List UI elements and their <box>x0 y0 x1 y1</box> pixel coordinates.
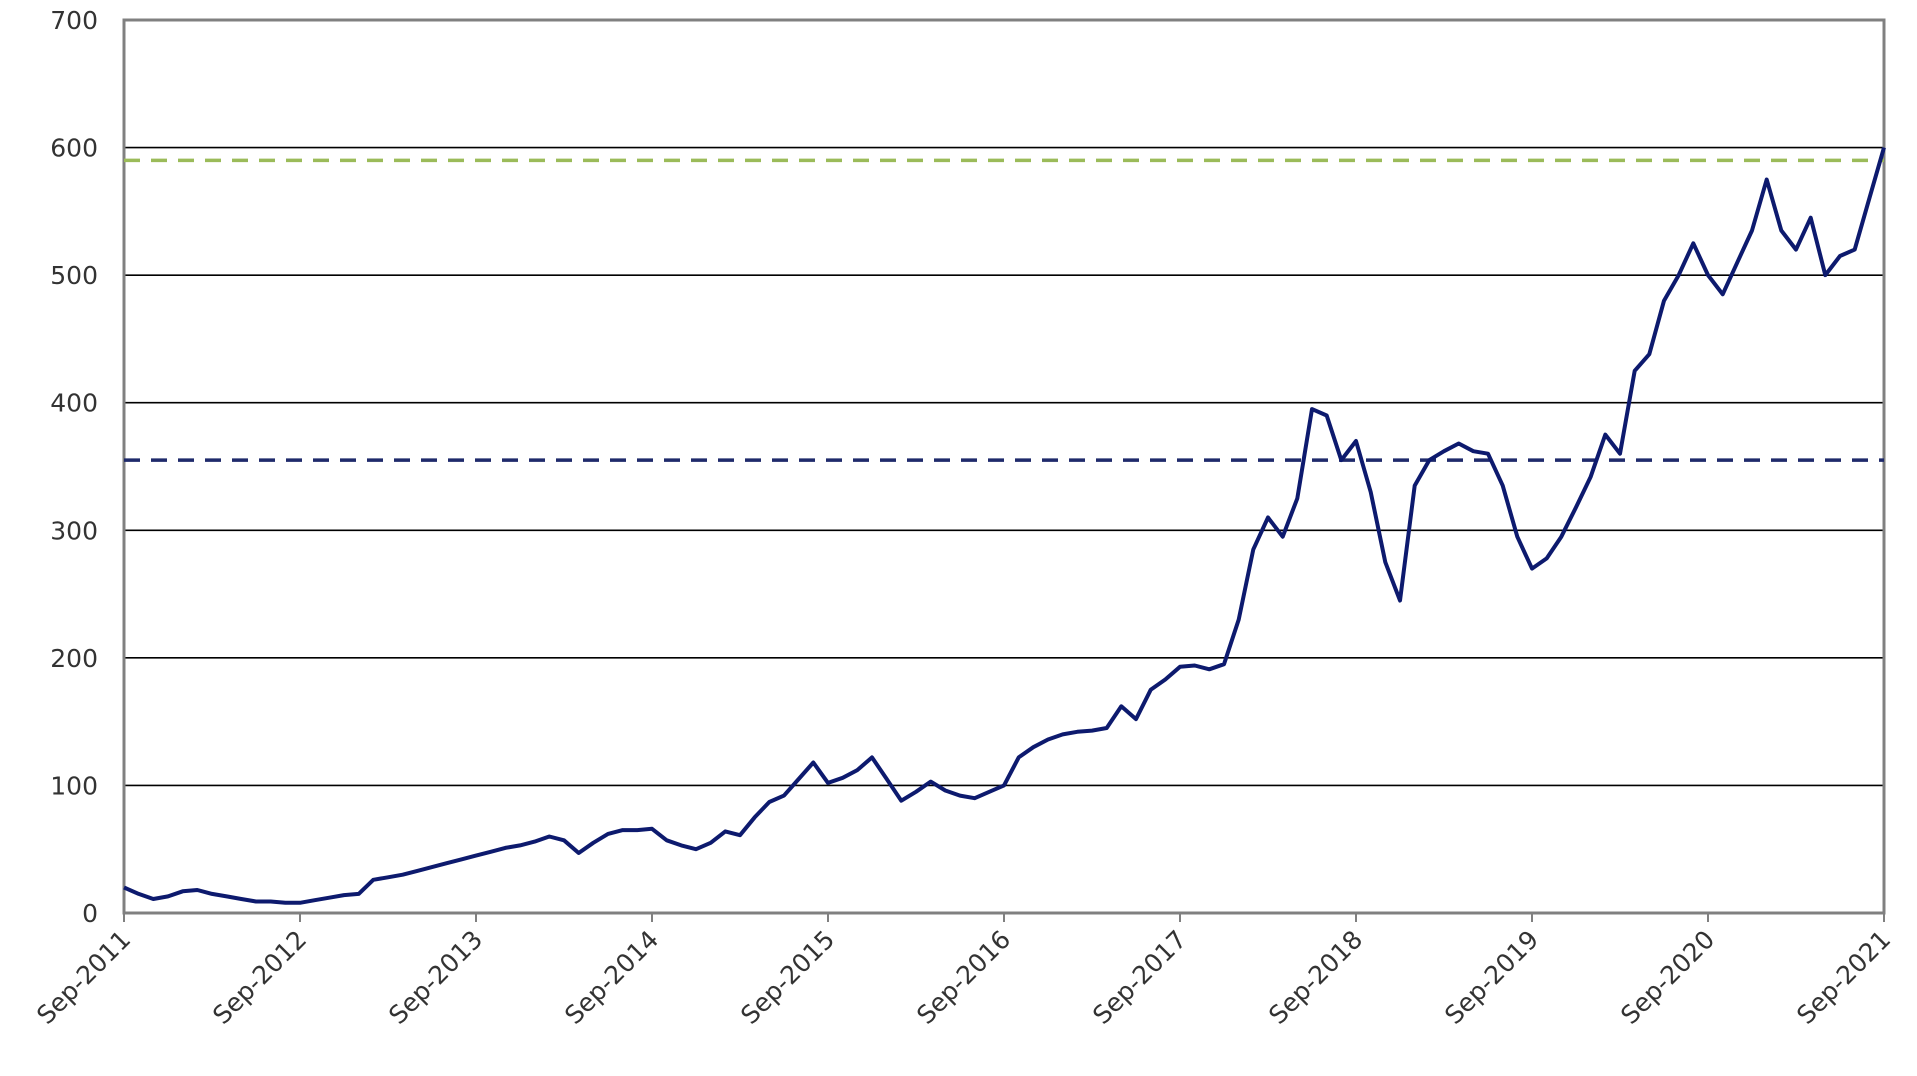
y-tick-label: 600 <box>50 134 98 163</box>
x-tick-label: Sep-2011 <box>31 925 136 1030</box>
x-tick-label: Sep-2017 <box>1087 925 1192 1030</box>
y-tick-label: 500 <box>50 261 98 290</box>
x-tick-label: Sep-2019 <box>1439 925 1544 1030</box>
y-tick-label: 0 <box>82 899 98 928</box>
price-line <box>123 147 1886 905</box>
x-tick-label: Sep-2014 <box>559 925 664 1030</box>
plot-frame <box>122 18 1886 915</box>
x-tick-label: Sep-2013 <box>383 925 488 1030</box>
x-tick-label: Sep-2021 <box>1791 925 1896 1030</box>
x-tick-label: Sep-2015 <box>735 925 840 1030</box>
y-tick-label: 400 <box>50 389 98 418</box>
y-tick-label: 300 <box>50 516 98 545</box>
y-tick-label: 100 <box>50 771 98 800</box>
y-tick-label: 200 <box>50 644 98 673</box>
x-tick-label: Sep-2018 <box>1263 925 1368 1030</box>
x-tick-label: Sep-2020 <box>1615 925 1720 1030</box>
y-tick-label: 700 <box>50 6 98 35</box>
x-tick-label: Sep-2016 <box>911 925 1016 1030</box>
x-tick-label: Sep-2012 <box>207 925 312 1030</box>
